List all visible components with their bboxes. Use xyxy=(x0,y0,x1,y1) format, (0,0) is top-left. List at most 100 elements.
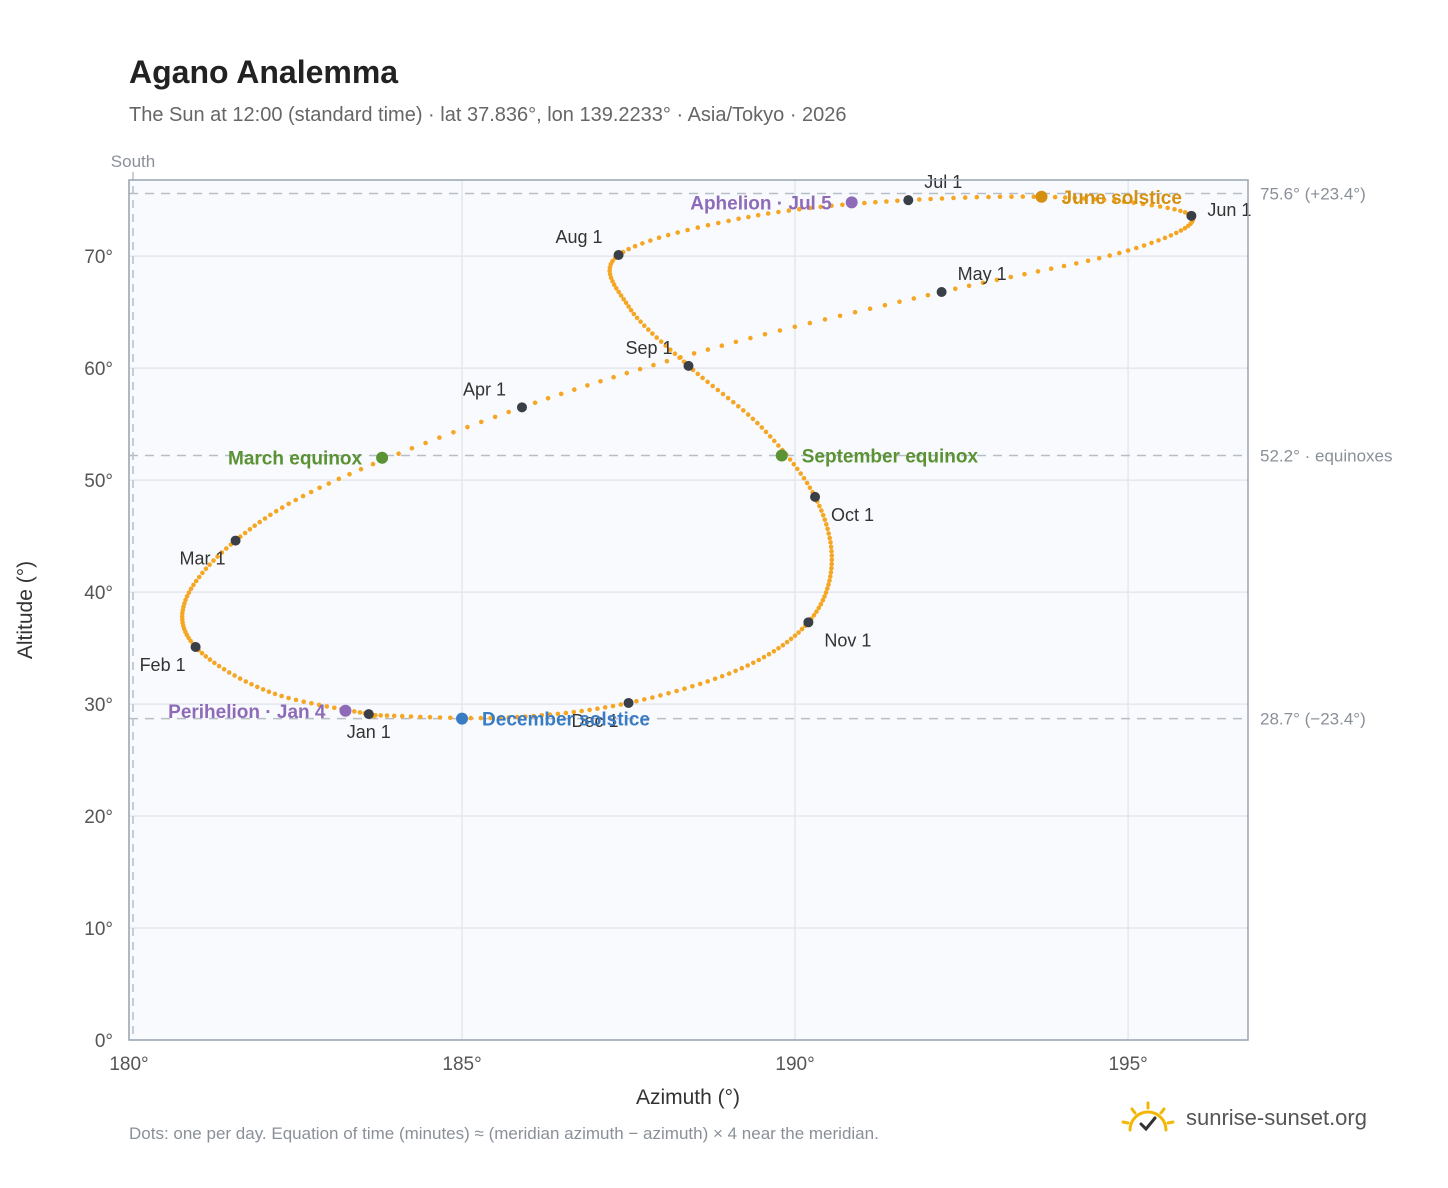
daily-dot xyxy=(571,709,577,715)
daily-dot xyxy=(710,383,715,389)
daily-dot xyxy=(761,654,767,660)
daily-dot xyxy=(663,343,668,348)
daily-dot xyxy=(812,494,818,500)
daily-dot xyxy=(840,202,845,208)
daily-dot xyxy=(828,544,834,550)
daily-dot xyxy=(1134,245,1139,251)
daily-dot xyxy=(791,461,797,467)
daily-dot xyxy=(1162,235,1168,241)
daily-dot xyxy=(648,238,653,243)
daily-dot xyxy=(1182,210,1188,215)
x-tick-label: 180° xyxy=(109,1054,148,1075)
daily-dot xyxy=(1188,221,1193,226)
y-tick-label: 70° xyxy=(84,247,113,268)
daily-dot xyxy=(755,420,760,426)
daily-dot xyxy=(818,601,824,607)
daily-dot xyxy=(228,542,234,547)
daily-dot xyxy=(366,711,372,717)
daily-dot xyxy=(745,412,751,417)
daily-dot xyxy=(829,549,834,554)
daily-dot xyxy=(367,713,372,719)
brand[interactable]: sunrise-sunset.org xyxy=(1120,1100,1367,1136)
daily-dot xyxy=(423,440,428,446)
daily-dot xyxy=(780,642,786,648)
daily-dot xyxy=(1062,195,1068,200)
daily-dot xyxy=(254,684,260,690)
daily-dot xyxy=(796,630,801,635)
daily-dot xyxy=(1149,240,1154,246)
daily-dot xyxy=(224,546,229,551)
daily-dot xyxy=(939,196,945,201)
daily-dot xyxy=(799,626,805,632)
brand-name[interactable]: sunrise-sunset.org xyxy=(1186,1105,1367,1130)
daily-dot xyxy=(531,713,536,719)
daily-dot xyxy=(465,424,470,430)
daily-dot xyxy=(939,289,944,295)
daily-dot xyxy=(884,199,889,204)
daily-dot xyxy=(1072,195,1078,201)
daily-dot xyxy=(997,194,1003,200)
daily-dot xyxy=(383,456,388,462)
daily-dot xyxy=(200,570,205,576)
daily-dot xyxy=(1031,194,1037,199)
daily-dot xyxy=(654,335,659,340)
daily-dot xyxy=(249,682,254,687)
daily-dot xyxy=(545,396,551,401)
daily-dot xyxy=(994,277,1000,283)
daily-dot xyxy=(1186,211,1192,217)
daily-dot xyxy=(816,605,822,611)
daily-dot xyxy=(882,302,888,308)
daily-dot xyxy=(369,712,374,718)
daily-dot xyxy=(626,700,631,706)
daily-dot xyxy=(803,623,808,629)
daily-dot xyxy=(677,355,682,361)
daily-dot xyxy=(506,409,512,415)
daily-dot xyxy=(193,578,199,584)
daily-dot xyxy=(674,688,679,694)
daily-dot xyxy=(1190,217,1196,222)
daily-dot xyxy=(180,620,185,626)
daily-dot xyxy=(408,714,414,719)
daily-dot xyxy=(1172,207,1177,212)
daily-dot xyxy=(497,715,503,721)
daily-dot xyxy=(745,663,750,668)
daily-dot xyxy=(851,201,856,207)
daily-dot xyxy=(664,358,670,364)
daily-dot xyxy=(233,538,238,543)
daily-dot xyxy=(598,379,603,384)
daily-dot xyxy=(826,531,831,536)
daily-dot xyxy=(358,466,364,472)
chart-subtitle: The Sun at 12:00 (standard time) · lat 3… xyxy=(129,104,847,126)
daily-dot xyxy=(716,220,721,226)
y-tick-label: 40° xyxy=(84,583,113,604)
daily-dot xyxy=(651,362,656,368)
y-tick-label: 0° xyxy=(95,1031,113,1052)
daily-dot xyxy=(828,570,834,575)
daily-dot xyxy=(618,293,624,298)
daily-dot xyxy=(539,713,545,718)
daily-dot xyxy=(826,582,831,587)
daily-dot xyxy=(650,695,655,700)
daily-dot xyxy=(180,607,186,613)
daily-dot xyxy=(792,633,798,638)
daily-dot xyxy=(807,320,813,326)
daily-dot xyxy=(719,343,725,349)
daily-dot xyxy=(690,684,695,689)
daily-dot xyxy=(215,554,220,559)
daily-dot xyxy=(365,713,370,718)
daily-dot xyxy=(585,383,590,388)
daily-dot xyxy=(332,705,337,711)
daily-dot xyxy=(219,550,225,555)
daily-dot xyxy=(339,706,344,712)
daily-dot xyxy=(631,311,637,317)
daily-dot xyxy=(308,489,314,495)
event-dot xyxy=(775,449,788,462)
daily-dot xyxy=(829,566,834,571)
daily-dot xyxy=(690,367,696,373)
daily-dot xyxy=(186,635,191,641)
daily-dot xyxy=(203,654,209,659)
daily-dot xyxy=(771,649,777,654)
daily-dot xyxy=(488,715,493,721)
daily-dot xyxy=(725,395,731,401)
